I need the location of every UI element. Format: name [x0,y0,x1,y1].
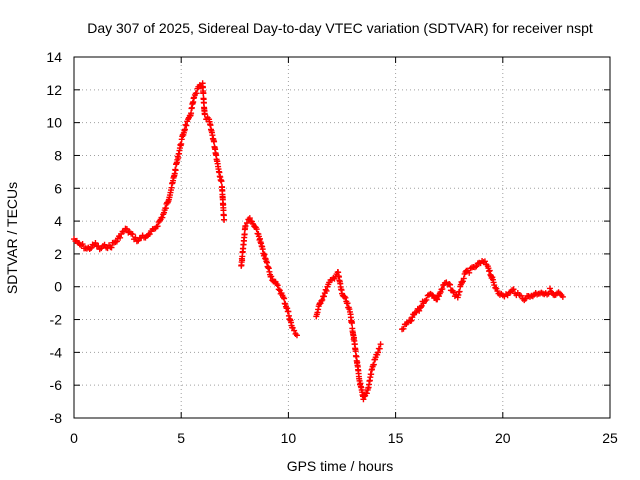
x-axis-label: GPS time / hours [287,458,394,474]
data-point-marker [183,122,190,129]
y-axis-label: SDTVAR / TECUs [4,182,20,294]
data-point-marker [559,293,566,300]
data-point-marker [200,90,207,97]
data-point-marker [201,111,208,118]
x-tick-label: 10 [281,430,297,446]
data-point-marker [439,285,446,292]
data-point-marker [172,167,179,174]
data-point-marker [466,269,473,276]
y-tick-label: 10 [46,115,62,131]
x-tick-label: 20 [495,430,511,446]
data-point-marker [375,349,382,356]
data-point-marker [423,296,430,303]
data-point-marker [473,263,480,270]
y-tick-label: 8 [54,147,62,163]
data-point-marker [117,234,124,241]
data-point-marker [274,282,281,289]
data-point-marker [361,393,368,400]
data-point-marker [456,288,463,295]
data-point-marker [349,320,356,327]
data-point-marker [360,396,367,403]
data-point-marker [88,244,95,251]
x-tick-label: 5 [177,430,185,446]
y-tick-label: 14 [46,49,62,65]
data-point-marker [429,291,436,298]
data-point-marker [434,296,441,303]
data-point-marker [408,317,415,324]
data-point-marker [363,390,370,397]
data-point-marker [293,332,300,339]
data-point-marker [447,281,454,288]
axis-ticks: 0 5 10 15 20 25 -8 -6 -4 -2 0 2 4 6 8 10 12 14 [46,49,618,446]
data-point-marker [218,178,225,185]
x-tick-label: 15 [388,430,404,446]
data-point-marker [154,223,161,230]
data-point-marker [323,287,330,294]
data-point-marker [123,226,130,233]
data-point-marker [341,293,348,300]
data-point-marker [459,278,466,285]
data-point-marker [243,220,250,227]
y-tick-label: -6 [50,377,63,393]
data-point-marker [108,244,115,251]
data-point-marker [129,231,136,238]
data-point-marker [246,215,253,222]
data-point-marker [79,241,86,248]
data-point-marker [92,240,99,247]
data-point-marker [400,325,407,332]
data-markers [71,80,566,403]
data-point-marker [113,238,120,245]
x-tick-label: 0 [70,430,78,446]
y-tick-label: 6 [54,180,62,196]
y-tick-label: 2 [54,246,62,262]
data-point-marker [377,341,384,348]
data-point-marker [268,273,275,280]
y-tick-label: -8 [50,410,63,426]
data-point-marker [492,284,499,291]
data-point-marker [291,327,298,334]
y-tick-label: 12 [46,82,62,98]
data-point-marker [182,121,189,128]
data-point-marker [159,214,166,221]
data-point-marker [221,216,228,223]
data-point-marker [275,286,282,293]
plot-frame [73,56,611,419]
data-point-marker [146,231,153,238]
y-tick-label: 4 [54,213,62,229]
data-point-marker [193,90,200,97]
data-point-marker [211,138,218,145]
data-point-marker [320,293,327,300]
x-tick-label: 25 [602,430,618,446]
y-tick-label: -4 [50,344,63,360]
data-point-marker [510,286,517,293]
data-point-marker [318,297,325,304]
data-point-marker [460,275,467,282]
data-point-marker [416,307,423,314]
y-tick-label: -2 [50,312,63,328]
data-point-marker [253,226,260,233]
data-point-marker [376,345,383,352]
data-point-marker [546,285,553,292]
y-tick-label: 0 [54,279,62,295]
data-point-marker [342,294,349,301]
data-point-marker [413,309,420,316]
data-point-marker [446,281,453,288]
data-point-marker [319,296,326,303]
data-point-marker [481,258,488,265]
gridlines [74,57,610,418]
chart-title: Day 307 of 2025, Sidereal Day-to-day VTE… [87,20,593,36]
